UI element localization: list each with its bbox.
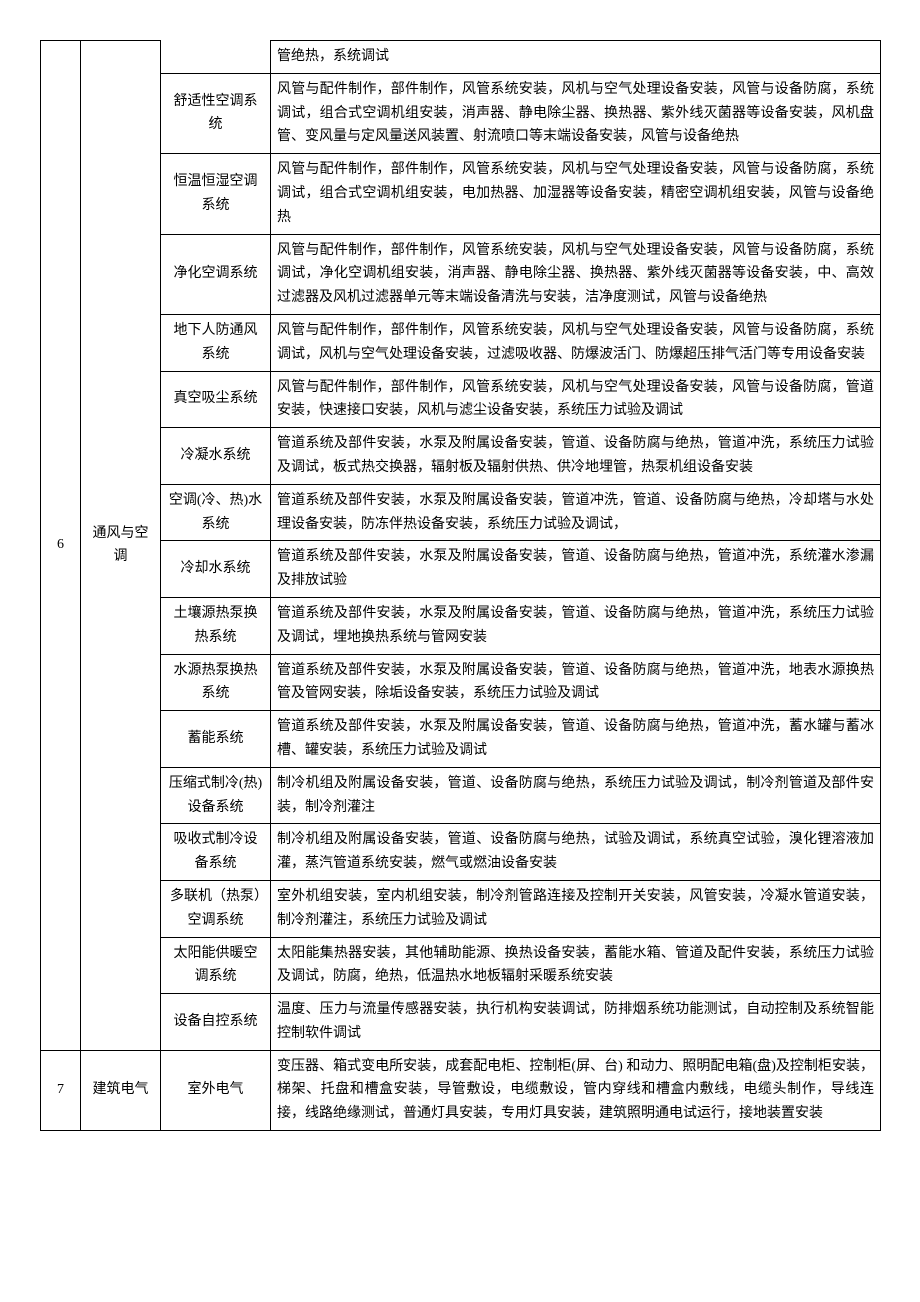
table-row: 设备自控系统温度、压力与流量传感器安装，执行机构安装调试，防排烟系统功能测试，自… — [41, 994, 881, 1051]
table-row: 水源热泵换热系统管道系统及部件安装，水泵及附属设备安装，管道、设备防腐与绝热，管… — [41, 654, 881, 711]
section-number: 6 — [41, 41, 81, 1051]
system-name: 真空吸尘系统 — [161, 371, 271, 428]
system-name: 多联机（热泵）空调系统 — [161, 880, 271, 937]
section-number: 7 — [41, 1050, 81, 1130]
system-description: 管道系统及部件安装，水泵及附属设备安装，管道冲洗，管道、设备防腐与绝热，冷却塔与… — [271, 484, 881, 541]
system-description: 制冷机组及附属设备安装，管道、设备防腐与绝热，试验及调试，系统真空试验，溴化锂溶… — [271, 824, 881, 881]
system-name: 压缩式制冷(热)设备系统 — [161, 767, 271, 824]
system-description: 风管与配件制作，部件制作，风管系统安装，风机与空气处理设备安装，风管与设备防腐，… — [271, 73, 881, 153]
system-description: 管道系统及部件安装，水泵及附属设备安装，管道、设备防腐与绝热，管道冲洗，系统压力… — [271, 597, 881, 654]
system-description: 风管与配件制作，部件制作，风管系统安装，风机与空气处理设备安装，风管与设备防腐，… — [271, 371, 881, 428]
table-row: 7建筑电气室外电气变压器、箱式变电所安装，成套配电柜、控制柜(屏、台) 和动力、… — [41, 1050, 881, 1130]
system-name: 吸收式制冷设备系统 — [161, 824, 271, 881]
system-name: 土壤源热泵换热系统 — [161, 597, 271, 654]
table-row: 多联机（热泵）空调系统室外机组安装，室内机组安装，制冷剂管路连接及控制开关安装，… — [41, 880, 881, 937]
system-description: 太阳能集热器安装，其他辅助能源、换热设备安装，蓄能水箱、管道及配件安装，系统压力… — [271, 937, 881, 994]
system-description: 室外机组安装，室内机组安装，制冷剂管路连接及控制开关安装，风管安装，冷凝水管道安… — [271, 880, 881, 937]
system-name: 恒温恒湿空调系统 — [161, 154, 271, 234]
system-description: 管道系统及部件安装，水泵及附属设备安装，管道、设备防腐与绝热，管道冲洗，地表水源… — [271, 654, 881, 711]
table-row: 太阳能供暖空调系统太阳能集热器安装，其他辅助能源、换热设备安装，蓄能水箱、管道及… — [41, 937, 881, 994]
section-category: 通风与空调 — [81, 41, 161, 1051]
system-name: 空调(冷、热)水系统 — [161, 484, 271, 541]
system-name: 地下人防通风系统 — [161, 314, 271, 371]
system-name: 室外电气 — [161, 1050, 271, 1130]
table-row: 吸收式制冷设备系统制冷机组及附属设备安装，管道、设备防腐与绝热，试验及调试，系统… — [41, 824, 881, 881]
system-description: 温度、压力与流量传感器安装，执行机构安装调试，防排烟系统功能测试，自动控制及系统… — [271, 994, 881, 1051]
table-row: 真空吸尘系统风管与配件制作，部件制作，风管系统安装，风机与空气处理设备安装，风管… — [41, 371, 881, 428]
system-description: 管绝热，系统调试 — [271, 41, 881, 74]
table-row: 土壤源热泵换热系统管道系统及部件安装，水泵及附属设备安装，管道、设备防腐与绝热，… — [41, 597, 881, 654]
system-name — [161, 41, 271, 74]
table-row: 6通风与空调管绝热，系统调试 — [41, 41, 881, 74]
table-row: 蓄能系统管道系统及部件安装，水泵及附属设备安装，管道、设备防腐与绝热，管道冲洗，… — [41, 711, 881, 768]
table-row: 冷却水系统管道系统及部件安装，水泵及附属设备安装，管道、设备防腐与绝热，管道冲洗… — [41, 541, 881, 598]
system-description: 风管与配件制作，部件制作，风管系统安装，风机与空气处理设备安装，风管与设备防腐，… — [271, 154, 881, 234]
spec-table: 6通风与空调管绝热，系统调试舒适性空调系统风管与配件制作，部件制作，风管系统安装… — [40, 40, 881, 1131]
table-row: 压缩式制冷(热)设备系统制冷机组及附属设备安装，管道、设备防腐与绝热，系统压力试… — [41, 767, 881, 824]
system-name: 净化空调系统 — [161, 234, 271, 314]
system-description: 风管与配件制作，部件制作，风管系统安装，风机与空气处理设备安装，风管与设备防腐，… — [271, 314, 881, 371]
system-name: 太阳能供暖空调系统 — [161, 937, 271, 994]
table-row: 净化空调系统风管与配件制作，部件制作，风管系统安装，风机与空气处理设备安装，风管… — [41, 234, 881, 314]
system-name: 冷却水系统 — [161, 541, 271, 598]
table-row: 恒温恒湿空调系统风管与配件制作，部件制作，风管系统安装，风机与空气处理设备安装，… — [41, 154, 881, 234]
system-description: 管道系统及部件安装，水泵及附属设备安装，管道、设备防腐与绝热，管道冲洗，蓄水罐与… — [271, 711, 881, 768]
table-row: 空调(冷、热)水系统管道系统及部件安装，水泵及附属设备安装，管道冲洗，管道、设备… — [41, 484, 881, 541]
table-row: 冷凝水系统管道系统及部件安装，水泵及附属设备安装，管道、设备防腐与绝热，管道冲洗… — [41, 428, 881, 485]
system-name: 蓄能系统 — [161, 711, 271, 768]
table-row: 地下人防通风系统风管与配件制作，部件制作，风管系统安装，风机与空气处理设备安装，… — [41, 314, 881, 371]
system-description: 管道系统及部件安装，水泵及附属设备安装，管道、设备防腐与绝热，管道冲洗，系统灌水… — [271, 541, 881, 598]
system-description: 变压器、箱式变电所安装，成套配电柜、控制柜(屏、台) 和动力、照明配电箱(盘)及… — [271, 1050, 881, 1130]
section-category: 建筑电气 — [81, 1050, 161, 1130]
system-description: 风管与配件制作，部件制作，风管系统安装，风机与空气处理设备安装，风管与设备防腐，… — [271, 234, 881, 314]
system-description: 制冷机组及附属设备安装，管道、设备防腐与绝热，系统压力试验及调试，制冷剂管道及部… — [271, 767, 881, 824]
system-name: 设备自控系统 — [161, 994, 271, 1051]
table-row: 舒适性空调系统风管与配件制作，部件制作，风管系统安装，风机与空气处理设备安装，风… — [41, 73, 881, 153]
system-name: 水源热泵换热系统 — [161, 654, 271, 711]
system-description: 管道系统及部件安装，水泵及附属设备安装，管道、设备防腐与绝热，管道冲洗，系统压力… — [271, 428, 881, 485]
system-name: 舒适性空调系统 — [161, 73, 271, 153]
system-name: 冷凝水系统 — [161, 428, 271, 485]
